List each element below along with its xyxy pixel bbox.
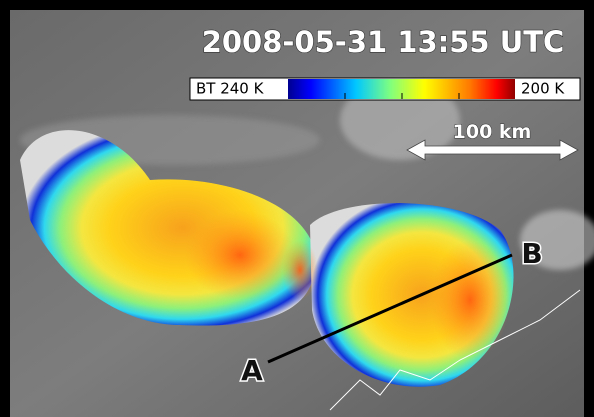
colorbar-right-label: 200 K [521,80,565,98]
scale-label: 100 km [453,121,532,143]
satellite-image: 2008-05-31 13:55 UTC BT 240 K 200 K 100 … [0,0,594,417]
point-label-a: A [241,354,263,387]
timestamp: 2008-05-31 13:55 UTC [202,25,565,59]
point-label-b: B [521,237,542,270]
colorbar-left-label: BT 240 K [196,80,265,98]
